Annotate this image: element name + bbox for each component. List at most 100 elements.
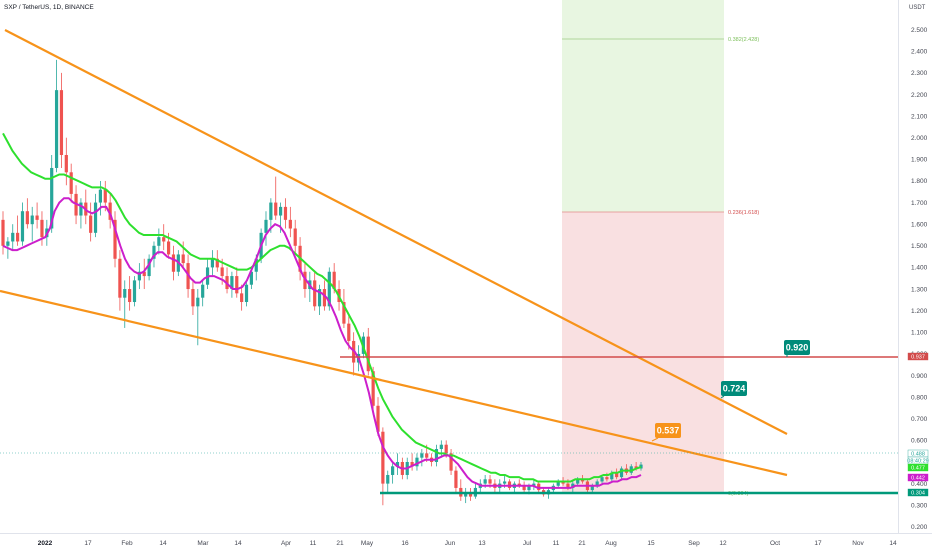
candle-body (113, 219, 117, 259)
candle-body (371, 371, 375, 406)
candle-body (89, 215, 93, 233)
zone-label: 0.382(2.428) (728, 37, 759, 43)
candle-body (327, 271, 331, 307)
x-tick-label: 15 (647, 540, 655, 547)
candle-body (274, 202, 278, 216)
x-tick-label: Apr (281, 540, 292, 547)
x-tick-label: 2022 (38, 540, 53, 547)
candle-body (30, 215, 34, 225)
y-tick-label: 2.300 (911, 70, 928, 77)
candle-body (230, 276, 234, 290)
candle-body (93, 202, 98, 233)
candle-body (147, 258, 151, 277)
candle-body (332, 271, 336, 290)
candle-body (503, 481, 507, 484)
candle-body (537, 483, 541, 491)
candle-body (283, 206, 288, 220)
x-tick-label: 17 (814, 540, 822, 547)
candle-body (210, 258, 215, 268)
callout-pointer (651, 437, 659, 442)
candle-body (322, 289, 327, 307)
moving-average-fast (2, 197, 642, 489)
x-tick-label: Jul (523, 540, 532, 547)
callout-box (655, 423, 681, 438)
candle-body (108, 202, 112, 220)
y-tick-label: 1.700 (911, 200, 928, 207)
candle-body (347, 323, 351, 341)
candle-body (561, 481, 565, 484)
candle-body (425, 453, 429, 458)
y-axis[interactable]: 2.500 2.400 2.300 2.200 2.100 2.000 1.900 1.800… (911, 27, 928, 531)
candle-body (342, 302, 346, 324)
x-tick-label: 11 (310, 540, 317, 547)
zone-label: 0.236(1.618) (728, 210, 759, 216)
candle-body (191, 289, 195, 307)
candle-body (157, 237, 161, 246)
candle-body (69, 172, 73, 194)
candle-body (634, 466, 638, 469)
price-tag-label: 0.937 (911, 354, 925, 360)
y-tick-label: 1.600 (911, 221, 928, 228)
x-tick-label: Sep (688, 540, 700, 547)
candle-body (303, 271, 307, 290)
candle-body (132, 280, 137, 303)
candle-body (605, 477, 609, 480)
y-tick-label: 2.000 (911, 135, 928, 142)
candle-body (35, 215, 39, 220)
y-tick-label: 1.800 (911, 178, 928, 185)
candle-body (522, 485, 526, 491)
candle-body (59, 90, 64, 155)
y-tick-label: 1.900 (911, 157, 928, 164)
candle-body (201, 284, 205, 298)
upper-trendline (4, 29, 788, 435)
y-tick-label: 0.200 (911, 524, 928, 531)
x-tick-label: 14 (234, 540, 242, 547)
price-tag-label: 0.477 (911, 465, 925, 471)
price-tag-label: 0.442 (911, 475, 925, 481)
candle-body (639, 464, 643, 469)
candle-body (517, 483, 521, 486)
candle-body (571, 483, 575, 488)
candle-body (254, 258, 258, 272)
x-axis[interactable]: 2022 17 Feb 14 Mar 14 Apr 11 21 May 16 Jun 13 Jul 11 21… (38, 540, 897, 547)
candle-body (240, 293, 244, 303)
candle-body (395, 462, 400, 467)
y-tick-label: 0.300 (911, 503, 928, 510)
callout-label: 0.920 (786, 343, 809, 353)
callout-box (721, 381, 747, 396)
candle-body (488, 479, 492, 484)
candle-body (54, 90, 59, 168)
x-tick-label: 17 (84, 540, 92, 547)
candle-body (244, 284, 249, 303)
y-tick-label: 0.800 (911, 394, 928, 401)
candle-body (264, 219, 268, 233)
candle-body (128, 289, 132, 303)
candle-body (288, 219, 292, 229)
lower-trendline (0, 289, 788, 477)
candle-body (580, 479, 585, 482)
candle-body (391, 466, 395, 475)
candle-body (279, 206, 283, 216)
candle-body (527, 485, 531, 491)
y-tick-label: 1.500 (911, 243, 928, 250)
candle-body (313, 280, 317, 307)
candle-body (454, 470, 458, 488)
risk-reward-zones: 0.382(2.428)0.236(1.618)0(0.304) (562, 0, 759, 497)
drawn-lines (0, 0, 932, 534)
y-tick-label: 1.300 (911, 286, 928, 293)
price-tag-label: 0.304 (911, 490, 925, 496)
candle-body (152, 245, 156, 259)
candle-body (40, 219, 44, 238)
candle-body (25, 211, 29, 225)
x-tick-label: Aug (605, 540, 617, 547)
candle-body (434, 449, 439, 462)
candle-body (629, 466, 633, 473)
price-tag-box (907, 473, 929, 482)
candle-body (468, 492, 473, 497)
candle-body (381, 431, 385, 484)
moving-average-slow (2, 132, 642, 483)
candle-body (103, 189, 107, 203)
